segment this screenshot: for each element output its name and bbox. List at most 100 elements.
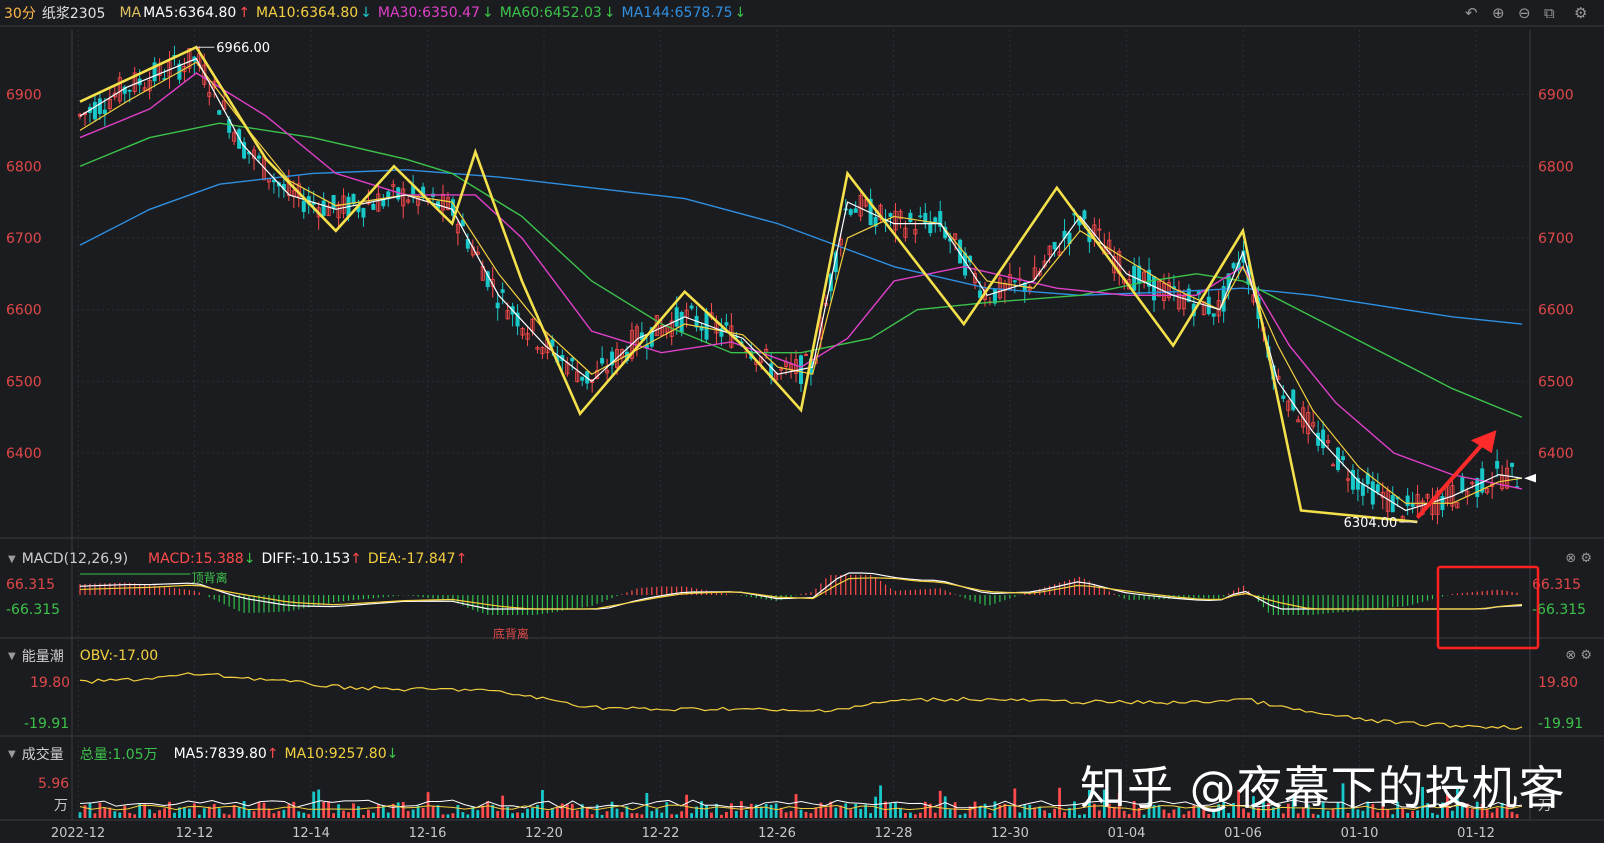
volume-bar bbox=[491, 804, 495, 818]
volume-bar bbox=[1177, 807, 1181, 818]
volume-bar bbox=[163, 808, 166, 818]
candle-body bbox=[1107, 239, 1112, 255]
candle-body bbox=[127, 89, 132, 92]
volume-bar bbox=[277, 810, 281, 818]
volume-bar bbox=[565, 804, 569, 818]
candle-body bbox=[1460, 477, 1465, 492]
settings-icon[interactable]: ⚙ bbox=[1574, 4, 1588, 22]
candle-body bbox=[803, 354, 808, 356]
volume-bar bbox=[237, 807, 241, 818]
period-label[interactable]: 30分 bbox=[4, 6, 36, 22]
candle-body bbox=[853, 208, 858, 213]
volume-bar bbox=[894, 802, 897, 818]
candle-body bbox=[978, 290, 983, 298]
volume-total: 总量:1.05万 bbox=[79, 747, 158, 763]
x-tick-label: 12-20 bbox=[525, 826, 563, 841]
candle-body bbox=[679, 311, 684, 333]
y-tick-right: 6500 bbox=[1538, 374, 1574, 390]
volume-bar bbox=[456, 805, 460, 818]
volume-bar bbox=[819, 802, 823, 818]
volume-bar bbox=[720, 814, 723, 818]
volume-title[interactable]: 成交量 bbox=[21, 747, 64, 763]
x-tick-label: 01-12 bbox=[1457, 826, 1495, 841]
collapse-volume-icon[interactable]: ▼ bbox=[8, 748, 16, 760]
candle-body bbox=[1157, 281, 1162, 297]
y-tick-left: 6800 bbox=[6, 159, 42, 175]
candle-body bbox=[92, 101, 97, 120]
symbol-label[interactable]: 纸浆2305 bbox=[41, 6, 106, 22]
zoom-out-icon[interactable]: ⊖ bbox=[1518, 4, 1531, 22]
candle-body bbox=[699, 325, 704, 331]
candle-body bbox=[953, 233, 958, 240]
candle-body bbox=[1181, 295, 1186, 310]
macd-top-right: 66.315 bbox=[1532, 577, 1581, 593]
volume-bar bbox=[207, 806, 211, 818]
volume-bar bbox=[829, 801, 833, 818]
ma30-value: MA30:6350.47 ↓ bbox=[377, 5, 494, 21]
candle-body bbox=[445, 197, 450, 210]
volume-bar bbox=[496, 811, 500, 818]
volume-bar bbox=[521, 812, 524, 818]
candle-body bbox=[376, 193, 381, 212]
volume-bar bbox=[725, 811, 728, 818]
watermark: 知乎 @夜幕下的投机客 bbox=[1080, 761, 1566, 815]
volume-bar bbox=[879, 785, 882, 818]
candle-body bbox=[391, 184, 396, 187]
candle-body bbox=[848, 209, 853, 215]
volume-bar bbox=[1142, 814, 1146, 818]
volume-bar bbox=[297, 811, 301, 818]
undo-icon[interactable]: ↶ bbox=[1465, 4, 1478, 22]
volume-bar bbox=[769, 804, 773, 818]
collapse-obv-icon[interactable]: ▼ bbox=[8, 650, 16, 662]
volume-bar bbox=[242, 801, 246, 818]
volume-bar bbox=[918, 812, 922, 818]
volume-bar bbox=[680, 811, 684, 818]
ma60-value: MA60:6452.03 ↓ bbox=[499, 5, 616, 21]
volume-bar bbox=[406, 811, 410, 818]
macd-pane-icons[interactable]: ⊗ ⚙ bbox=[1565, 551, 1592, 566]
vol-top-left: 5.96 bbox=[38, 776, 69, 792]
x-tick-label: 12-26 bbox=[758, 826, 796, 841]
volume-bar bbox=[1396, 801, 1400, 818]
volume-bar bbox=[620, 812, 624, 818]
volume-bar bbox=[411, 809, 415, 818]
volume-bar bbox=[446, 814, 450, 818]
volume-bar bbox=[958, 814, 962, 818]
volume-bar bbox=[904, 813, 907, 818]
diff-line bbox=[79, 572, 1523, 610]
candle-body bbox=[898, 210, 903, 219]
volume-bar bbox=[1276, 808, 1280, 818]
candle-body bbox=[779, 368, 784, 371]
volume-bar bbox=[963, 813, 967, 818]
zoom-in-icon[interactable]: ⊕ bbox=[1492, 4, 1505, 22]
volume-bar bbox=[824, 807, 828, 818]
volume-bar bbox=[774, 803, 778, 818]
volume-bar bbox=[1187, 810, 1191, 818]
candle-body bbox=[1281, 395, 1286, 399]
volume-bar bbox=[864, 804, 868, 818]
vol-unit-left: 万 bbox=[54, 798, 68, 814]
collapse-macd-icon[interactable]: ▼ bbox=[8, 553, 16, 565]
volume-bar bbox=[809, 813, 813, 818]
volume-bar bbox=[192, 803, 196, 818]
volume-bar bbox=[754, 804, 758, 818]
red-arrow-head bbox=[1470, 430, 1497, 454]
volume-bar bbox=[1356, 809, 1360, 818]
volume-bar bbox=[764, 803, 768, 818]
volume-bar bbox=[1212, 810, 1216, 818]
layout-icon[interactable]: ⧉ bbox=[1544, 4, 1555, 22]
volume-bar bbox=[1008, 806, 1012, 818]
candle-body bbox=[107, 98, 112, 109]
candle-body bbox=[903, 227, 908, 238]
vol-ma10-line bbox=[79, 804, 1523, 811]
candle-body bbox=[933, 217, 938, 223]
x-tick-label: 01-06 bbox=[1224, 826, 1262, 841]
obv-title[interactable]: 能量潮 bbox=[21, 649, 64, 665]
macd-title[interactable]: MACD(12,26,9) bbox=[21, 551, 129, 567]
candle-body bbox=[455, 223, 460, 234]
volume-bar bbox=[1426, 803, 1429, 818]
candle-body bbox=[674, 307, 679, 327]
dea-value: DEA:-17.847 bbox=[367, 551, 456, 567]
obv-pane-icons[interactable]: ⊗ ⚙ bbox=[1565, 648, 1592, 663]
volume-bar bbox=[212, 803, 216, 818]
